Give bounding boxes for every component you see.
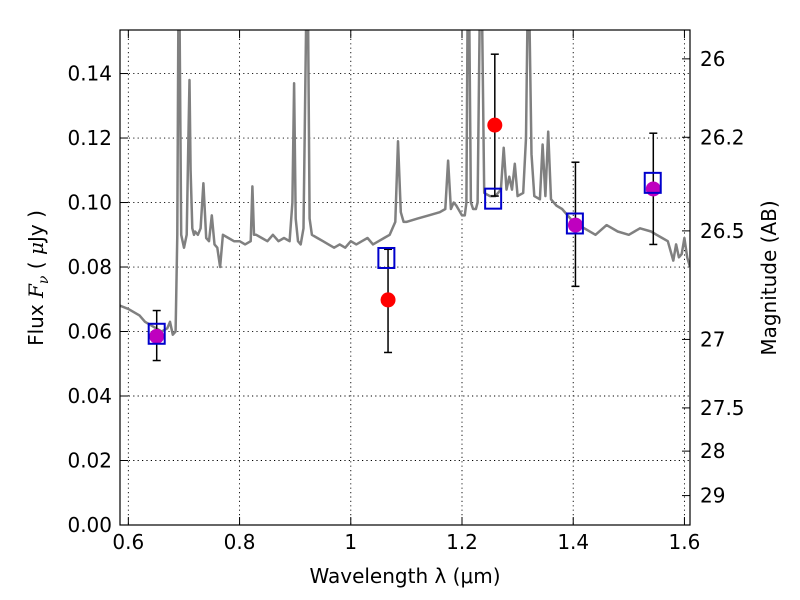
y-tick-label: 0.00 — [67, 513, 112, 537]
x-tick-label: 0.6 — [112, 530, 144, 554]
observed-point — [567, 217, 583, 233]
x-tick-label: 1.4 — [557, 530, 589, 554]
x-tick-label: 1 — [344, 530, 357, 554]
grid — [120, 30, 690, 525]
y-tick-label: 0.10 — [67, 191, 112, 215]
x-tick-label: 1.2 — [446, 530, 478, 554]
mag-tick-label: 26.2 — [700, 125, 745, 149]
y2-axis-label: Magnitude (AB) — [757, 200, 781, 355]
model-point — [484, 187, 503, 210]
observed-point — [149, 328, 165, 344]
model-point — [643, 171, 662, 194]
y-tick-label: 0.08 — [67, 255, 112, 279]
model-point — [147, 322, 166, 345]
mag-tick-label: 27 — [700, 327, 725, 351]
observed-point — [645, 181, 661, 197]
plot-area — [120, 30, 690, 362]
model-point — [565, 212, 584, 235]
observed-point — [487, 117, 503, 133]
mag-tick-label: 26 — [700, 47, 725, 71]
y-tick-label: 0.06 — [67, 320, 112, 344]
mag-tick-label: 28 — [700, 439, 725, 463]
y-tick-label: 0.12 — [67, 126, 112, 150]
ticks: 0.6 0.8 1 1.2 1.4 1.6 0.00 0.02 0.04 0.06 0.08 0.10… — [67, 30, 745, 554]
x-axis-label: Wavelength λ (μm) — [309, 564, 500, 588]
y-tick-label: 0.14 — [67, 62, 112, 86]
model-point — [377, 246, 396, 269]
observed-point — [380, 292, 396, 308]
y-tick-label: 0.02 — [67, 449, 112, 473]
spectrum-line — [120, 30, 690, 336]
plot-frame — [119, 29, 691, 526]
mag-tick-label: 27.5 — [700, 396, 745, 420]
y-tick-label: 0.04 — [67, 384, 112, 408]
mag-tick-label: 26.5 — [700, 219, 745, 243]
x-tick-label: 0.8 — [224, 530, 256, 554]
mag-tick-label: 29 — [700, 484, 725, 508]
x-tick-label: 1.6 — [669, 530, 701, 554]
